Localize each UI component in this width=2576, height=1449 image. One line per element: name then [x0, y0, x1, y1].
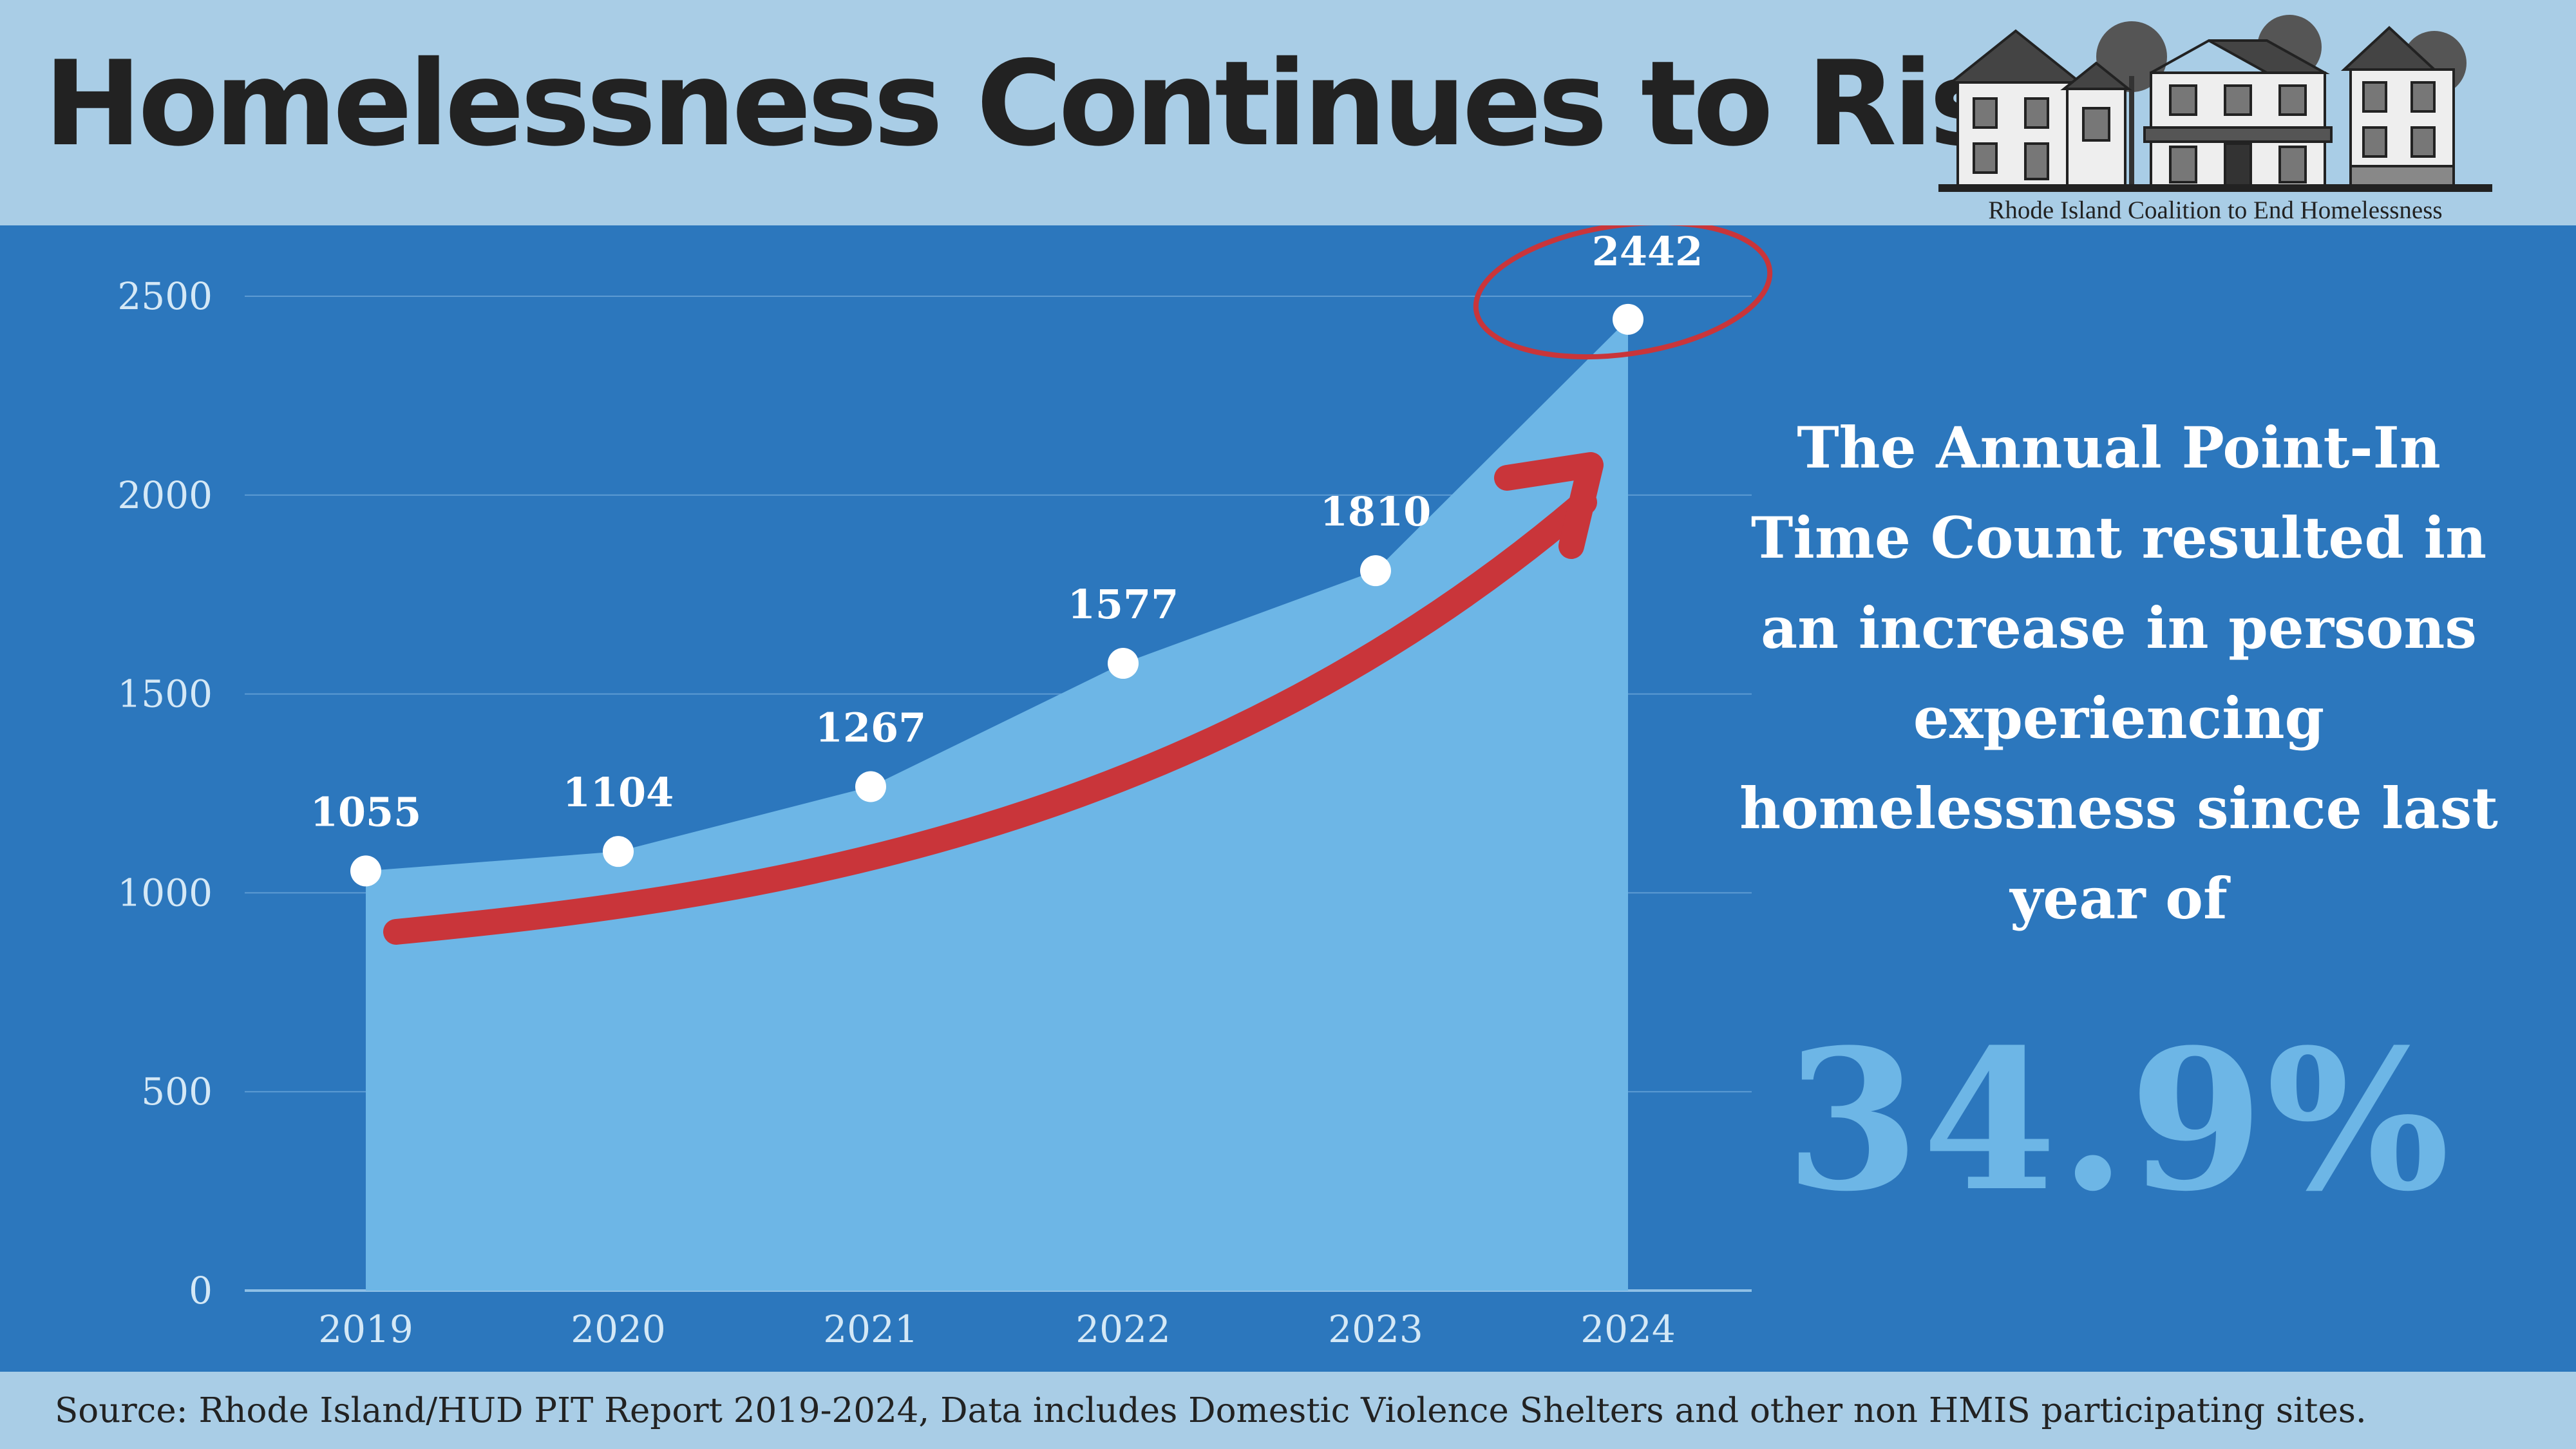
data-point	[1108, 648, 1139, 679]
logo: Rhode Island Coalition to End Homelessne…	[1938, 12, 2492, 224]
summary-text: The Annual Point-In Time Count resulted …	[1713, 402, 2524, 943]
data-point	[603, 836, 634, 867]
x-tick-label: 2023	[1328, 1307, 1423, 1351]
source-note: Source: Rhode Island/HUD PIT Report 2019…	[55, 1391, 2367, 1430]
data-label: 1055	[310, 788, 422, 835]
x-tick-label: 2019	[318, 1307, 413, 1351]
y-tick-label: 1500	[117, 672, 213, 716]
y-tick-label: 1000	[117, 871, 213, 914]
page-title: Homelessness Continues to Rise	[44, 45, 2070, 162]
data-point	[855, 772, 886, 802]
houses-logo-icon	[1938, 12, 2492, 198]
header: Homelessness Continues to Rise	[0, 0, 2576, 225]
y-tick-label: 2000	[117, 473, 213, 517]
y-tick-label: 500	[141, 1070, 213, 1113]
footer: Source: Rhode Island/HUD PIT Report 2019…	[0, 1372, 2576, 1449]
y-tick-label: 0	[189, 1269, 213, 1312]
y-tick-label: 2500	[117, 274, 213, 318]
x-axis-ticks: 2019 2020 2021 2022 2023 2024	[318, 1307, 1676, 1351]
data-label: 2442	[1592, 228, 1703, 275]
area-series	[366, 319, 1628, 1291]
data-point	[350, 855, 381, 886]
x-tick-label: 2022	[1075, 1307, 1171, 1351]
data-label: 1104	[563, 769, 674, 816]
y-axis-ticks: 0 500 1000 1500 2000 2500	[117, 274, 213, 1312]
increase-stat: 34.9%	[1707, 1024, 2531, 1217]
data-point	[1360, 555, 1391, 586]
data-label: 1810	[1320, 488, 1432, 535]
chart-panel: 0 500 1000 1500 2000 2500 2019 2020 2021 2022 202…	[0, 225, 2576, 1372]
data-label: 1267	[815, 705, 927, 752]
logo-caption: Rhode Island Coalition to End Homelessne…	[1938, 196, 2492, 225]
data-point	[1613, 304, 1643, 335]
x-tick-label: 2020	[571, 1307, 666, 1351]
data-label: 1577	[1068, 581, 1179, 628]
x-tick-label: 2021	[823, 1307, 918, 1351]
x-tick-label: 2024	[1580, 1307, 1676, 1351]
